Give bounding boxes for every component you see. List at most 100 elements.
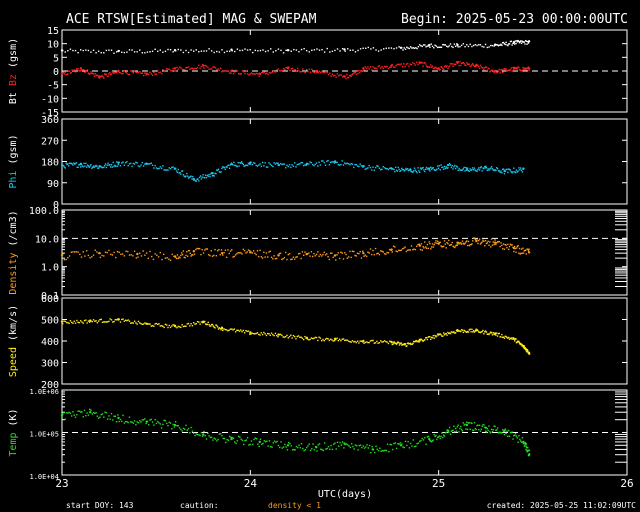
data-point (74, 162, 77, 165)
data-point (65, 412, 68, 414)
data-point (178, 172, 180, 174)
data-point (477, 168, 479, 171)
data-point (264, 256, 266, 258)
data-point (404, 246, 406, 248)
data-point (77, 51, 79, 54)
data-point (441, 66, 443, 69)
data-point (388, 450, 390, 453)
data-point (92, 254, 95, 256)
data-point (187, 427, 190, 430)
data-point (496, 332, 498, 334)
data-point (146, 51, 149, 53)
data-point (521, 69, 523, 72)
data-point (446, 429, 448, 431)
data-point (103, 77, 105, 79)
data-point (115, 71, 117, 74)
data-point (132, 322, 135, 324)
data-point (472, 331, 474, 333)
data-point (236, 48, 239, 50)
data-point (185, 66, 187, 69)
data-point (266, 72, 268, 74)
data-point (206, 174, 209, 177)
data-point (460, 242, 462, 244)
data-point (263, 165, 265, 167)
data-point (312, 71, 314, 73)
data-point (167, 48, 169, 51)
data-point (189, 432, 191, 434)
data-point (67, 50, 69, 52)
data-point (502, 168, 505, 170)
data-point (108, 320, 110, 323)
data-point (200, 321, 203, 323)
data-point (108, 415, 110, 417)
data-point (478, 331, 481, 333)
data-point (238, 252, 241, 254)
data-point (377, 449, 380, 452)
data-point (331, 50, 334, 53)
data-point (520, 252, 522, 255)
data-point (225, 329, 228, 331)
data-point (446, 429, 450, 432)
data-point (454, 427, 457, 430)
data-point (444, 333, 447, 335)
data-point (268, 71, 271, 74)
data-point (422, 65, 424, 67)
data-point (504, 43, 506, 46)
data-point (478, 169, 481, 171)
x-tick-label: 24 (244, 477, 258, 490)
data-point (265, 252, 268, 254)
y-tick-label: 0.1 (41, 291, 59, 302)
data-point (239, 436, 241, 438)
data-point (145, 252, 148, 254)
data-point (210, 68, 213, 70)
data-point (510, 171, 512, 173)
data-point (399, 46, 403, 49)
data-point (344, 252, 346, 254)
data-point (407, 47, 409, 49)
data-point (85, 70, 87, 73)
data-point (429, 170, 431, 172)
data-point (166, 169, 168, 171)
data-point (467, 240, 470, 243)
data-point (297, 163, 300, 166)
data-point (190, 67, 192, 70)
data-point (291, 164, 293, 166)
data-point (513, 167, 515, 169)
data-point (317, 251, 319, 253)
data-point (259, 163, 261, 165)
data-point (77, 68, 79, 70)
data-point (284, 68, 286, 71)
data-point (133, 163, 136, 165)
data-point (332, 161, 334, 163)
data-point (339, 50, 341, 52)
data-point (68, 322, 70, 325)
data-point (373, 169, 376, 171)
data-point (486, 169, 489, 172)
data-point (526, 449, 528, 452)
data-point (144, 254, 146, 256)
data-point (87, 320, 90, 322)
data-point (183, 69, 186, 71)
data-point (495, 243, 497, 246)
data-point (430, 166, 432, 169)
data-point (131, 70, 133, 73)
data-point (437, 242, 440, 245)
data-point (271, 71, 273, 74)
data-point (285, 167, 287, 169)
data-point (379, 447, 381, 449)
data-point (314, 255, 316, 257)
data-point (326, 337, 328, 340)
data-point (117, 318, 120, 321)
data-point (460, 329, 463, 331)
data-point (431, 65, 434, 67)
data-point (63, 166, 66, 168)
data-point (351, 74, 353, 76)
data-point (460, 169, 463, 172)
data-point (279, 162, 282, 165)
data-point (432, 246, 435, 248)
data-point (187, 322, 190, 325)
data-point (508, 336, 510, 339)
data-point (424, 63, 427, 65)
data-point (505, 244, 507, 246)
data-point (223, 70, 226, 72)
